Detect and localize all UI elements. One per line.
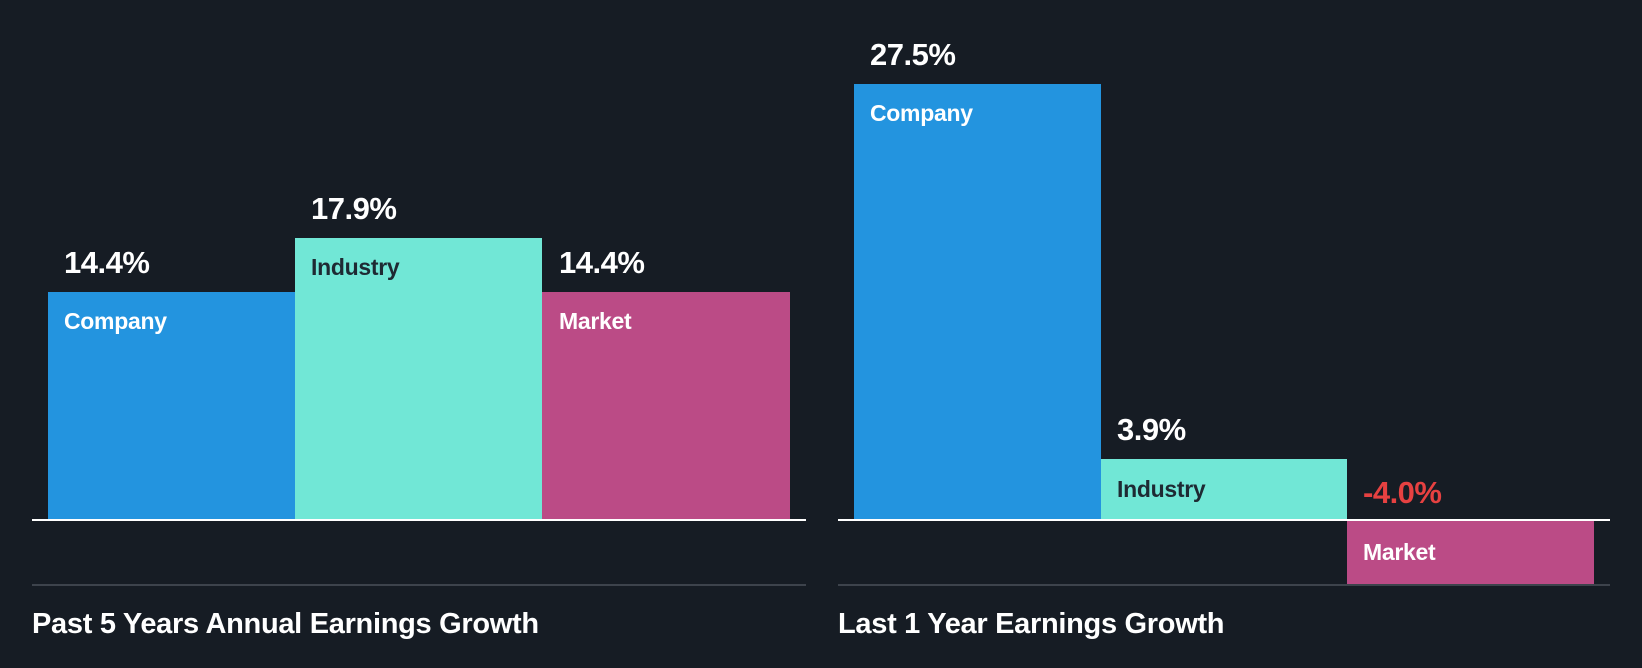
- label-company: Company: [870, 100, 973, 126]
- label-company: Company: [64, 308, 167, 334]
- bar-market: [1347, 521, 1594, 584]
- value-company: 14.4%: [64, 245, 150, 280]
- bar-company: [48, 292, 295, 519]
- chart-title: Past 5 Years Annual Earnings Growth: [32, 608, 539, 640]
- bar-industry: [295, 238, 542, 519]
- label-market: Market: [559, 308, 632, 334]
- label-market: Market: [1363, 539, 1436, 565]
- zero-baseline: [838, 519, 1610, 521]
- separator-line: [838, 584, 1610, 586]
- chart-title: Last 1 Year Earnings Growth: [838, 608, 1225, 640]
- value-industry: 3.9%: [1117, 412, 1186, 447]
- value-market: 14.4%: [559, 245, 645, 280]
- label-industry: Industry: [1117, 476, 1206, 502]
- bar-company: [854, 84, 1101, 519]
- value-market: -4.0%: [1363, 475, 1442, 510]
- label-industry: Industry: [311, 254, 400, 280]
- separator-line: [32, 584, 806, 586]
- value-industry: 17.9%: [311, 191, 397, 226]
- zero-baseline: [32, 519, 806, 521]
- bar-industry: [1101, 459, 1347, 519]
- bar-market: [542, 292, 790, 519]
- value-company: 27.5%: [870, 37, 956, 72]
